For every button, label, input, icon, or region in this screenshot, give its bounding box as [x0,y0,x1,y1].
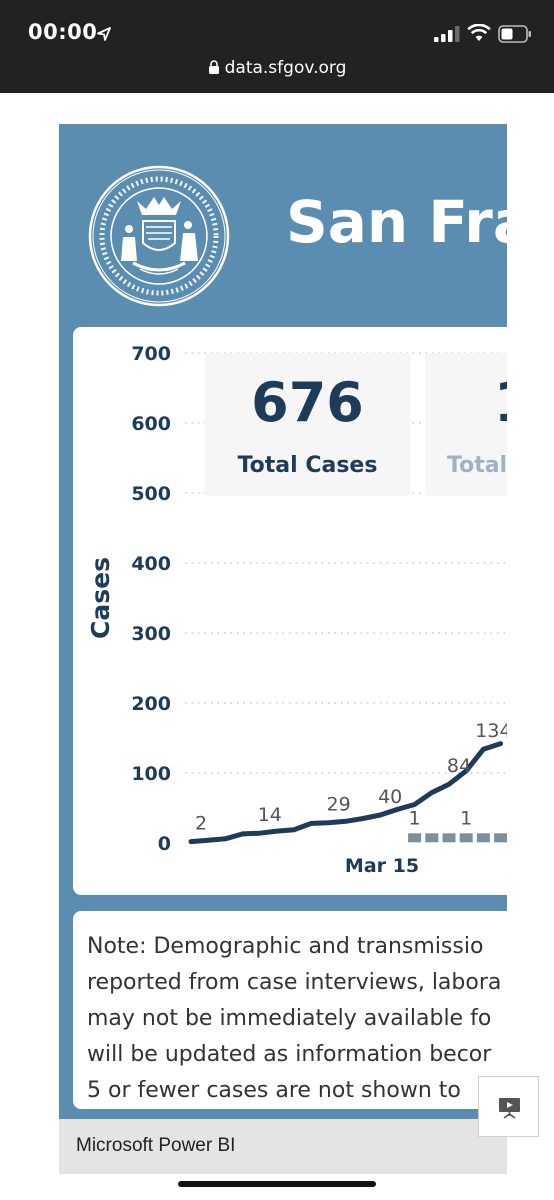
y-tick-label: 100 [131,763,171,785]
series-line [188,741,504,845]
cellular-signal-icon [434,26,460,42]
y-tick-label: 300 [131,623,171,645]
kpi-label: Total Cases [237,453,378,478]
y-tick-label: 500 [131,483,171,505]
x-tick-label: Mar 15 [345,855,419,877]
lock-icon [208,60,219,74]
powerbi-label[interactable]: Microsoft Power BI [76,1135,236,1156]
data-bar [425,833,439,843]
kpi-card-total-cases: 676 Total Cases [205,353,410,496]
status-bar: 00:00 data.sfgov.org [0,0,554,93]
bar-data-label: 1 [409,807,421,829]
kpi-label: Total [447,453,507,478]
data-label: 40 [378,786,402,808]
address-bar[interactable]: data.sfgov.org [0,58,554,78]
y-tick-label: 0 [158,833,171,855]
data-bar [459,833,473,843]
powerbi-footer: Microsoft Power BI [59,1119,507,1174]
y-tick-label: 600 [131,413,171,435]
kpi-card-second: 1 Total [425,353,507,496]
data-label: 2 [195,813,207,835]
data-bar [476,833,490,843]
city-seal-logo [88,165,230,307]
kpi-value: 1 [494,371,507,434]
battery-icon [498,25,531,43]
y-axis-label: Cases [86,557,115,639]
y-tick-label: 400 [131,553,171,575]
report-canvas: San Fran 0 100 200 300 400 500 600 700 Cases 2 14 2… [59,124,507,1174]
y-tick-label: 200 [131,693,171,715]
present-button[interactable] [478,1076,539,1137]
status-time: 00:00 [28,20,98,44]
url-text: data.sfgov.org [224,58,347,78]
note-text: Note: Demographic and transmissio report… [87,934,502,1103]
report-title: San Fran [286,188,507,256]
y-tick-label: 700 [131,343,171,365]
location-arrow-icon [97,27,111,41]
kpi-value: 676 [251,371,364,434]
data-bar [494,833,507,843]
home-indicator [178,1181,376,1187]
data-label: 134 [475,720,507,742]
note-card: Note: Demographic and transmissio report… [73,911,507,1109]
presentation-icon [499,1098,520,1119]
data-label: 84 [447,755,471,777]
wifi-icon [467,24,491,41]
data-label: 29 [327,794,351,816]
data-bar [408,833,422,843]
data-label: 14 [258,804,282,826]
bar-data-label: 1 [460,807,472,829]
data-bar [442,833,456,843]
